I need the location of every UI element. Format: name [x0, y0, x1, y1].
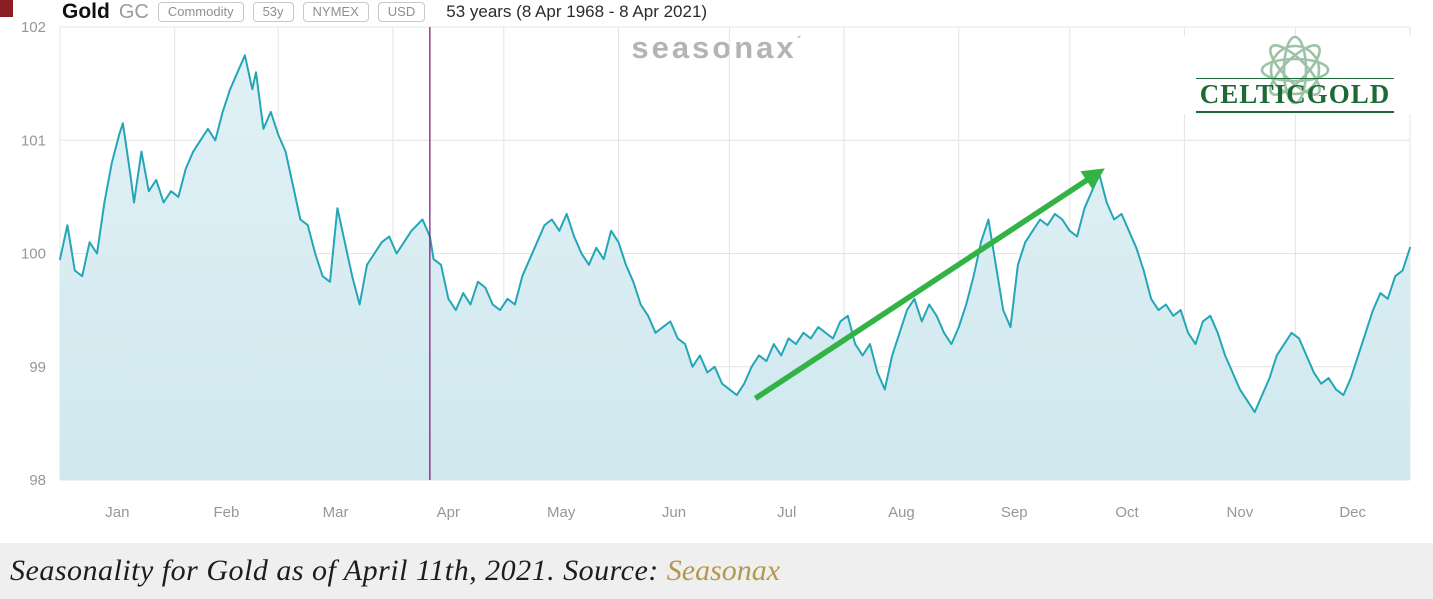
svg-text:Jul: Jul — [777, 504, 796, 521]
seasonax-watermark-trademark: ´ — [796, 33, 802, 51]
seasonality-chart[interactable]: 98 99 100 101 102 Jan Feb Mar Apr May Jun Jul Aug Sep… — [0, 0, 1433, 540]
badge-currency[interactable]: USD — [377, 2, 426, 22]
period-text: 53 years (8 Apr 1968 - 8 Apr 2021) — [446, 2, 708, 21]
svg-text:Jun: Jun — [662, 504, 686, 521]
seasonax-watermark-text: seasonax — [631, 30, 797, 65]
svg-text:May: May — [547, 504, 576, 521]
celtic-knot-icon — [1260, 35, 1330, 105]
svg-text:Oct: Oct — [1115, 504, 1139, 521]
svg-text:Dec: Dec — [1339, 504, 1366, 521]
chart-header: Gold GC Commodity 53y NYMEX USD 53 years… — [62, 0, 707, 24]
badge-asset-class[interactable]: Commodity — [157, 2, 244, 22]
svg-text:Jan: Jan — [105, 504, 129, 521]
celticgold-logo-text: CELTICGOLD — [1175, 78, 1415, 113]
svg-text:Nov: Nov — [1227, 504, 1254, 521]
svg-text:102: 102 — [21, 19, 46, 36]
badge-years[interactable]: 53y — [252, 2, 294, 22]
caption-text: Seasonality for Gold as of April 11th, 2… — [10, 554, 667, 587]
svg-text:Mar: Mar — [323, 504, 349, 521]
svg-text:Feb: Feb — [214, 504, 240, 521]
svg-text:101: 101 — [21, 132, 46, 149]
seasonax-watermark: seasonax´ — [631, 30, 801, 66]
svg-text:Apr: Apr — [437, 504, 460, 521]
instrument-title: Gold — [62, 0, 110, 23]
celticgold-logo: CELTICGOLD — [1175, 35, 1415, 114]
window-accent-mark — [0, 0, 13, 17]
svg-text:98: 98 — [29, 472, 46, 489]
caption-bar: Seasonality for Gold as of April 11th, 2… — [0, 543, 1433, 599]
seasonax-link[interactable]: Seasonax — [666, 554, 781, 587]
svg-text:99: 99 — [29, 359, 46, 376]
svg-text:Sep: Sep — [1001, 504, 1028, 521]
svg-text:Aug: Aug — [888, 504, 915, 521]
instrument-symbol: GC — [118, 0, 149, 23]
svg-text:100: 100 — [21, 246, 46, 263]
badge-exchange[interactable]: NYMEX — [302, 2, 369, 22]
